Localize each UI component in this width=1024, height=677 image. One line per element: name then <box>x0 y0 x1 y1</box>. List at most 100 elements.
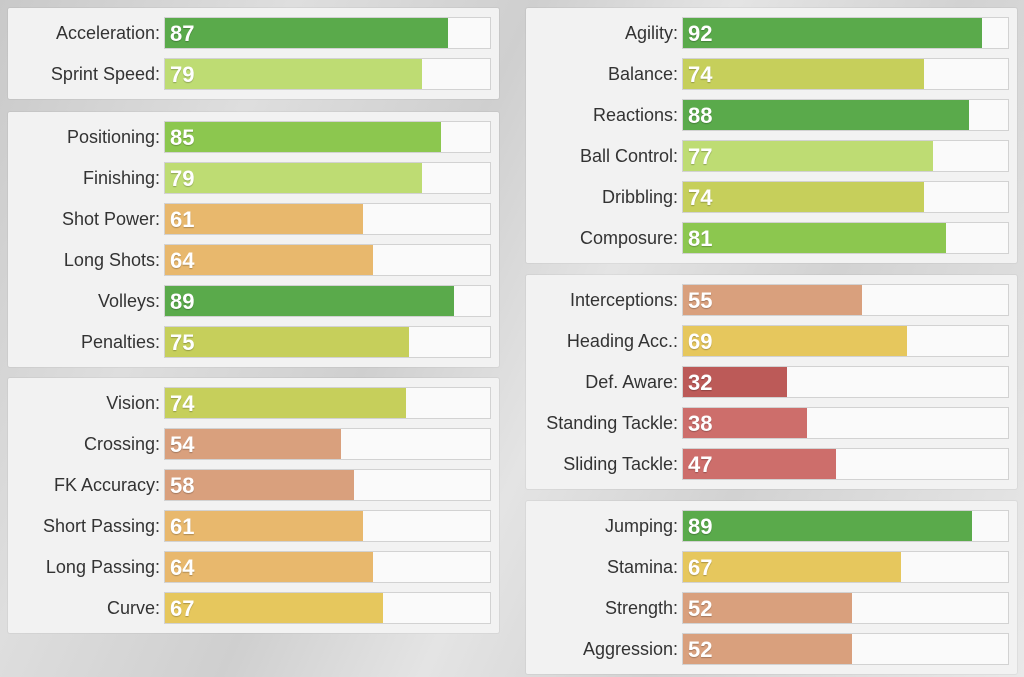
stat-value-interceptions: 55 <box>688 288 713 313</box>
stat-label-sprint-speed: Sprint Speed: <box>50 64 160 84</box>
stat-bar-fill-agility <box>683 18 982 48</box>
stat-bar-interceptions: 55 <box>682 284 1009 316</box>
stat-bar-curve: 67 <box>164 592 491 624</box>
stat-bar-reactions: 88 <box>682 99 1009 131</box>
stat-bar-penalties: 75 <box>164 326 491 358</box>
left-stats-panel-2: Positioning: 85 Finishing: 79 Shot Power: 61 L… <box>8 112 499 367</box>
stat-label-acceleration: Acceleration: <box>55 23 160 43</box>
stat-value-finishing: 79 <box>170 166 195 191</box>
stat-label-agility: Agility: <box>624 23 678 43</box>
stat-bar-balance: 74 <box>682 58 1009 90</box>
stat-bar-jumping: 89 <box>682 510 1009 542</box>
stat-label-finishing: Finishing: <box>82 168 160 188</box>
stat-bar-fill-penalties <box>165 327 409 357</box>
stat-label-aggression: Aggression: <box>582 639 678 659</box>
stat-label-shot-power: Shot Power: <box>61 209 160 229</box>
stat-label-sliding-tackle: Sliding Tackle: <box>563 454 678 474</box>
stat-bar-short-passing: 61 <box>164 510 491 542</box>
stat-value-heading-acc: 69 <box>688 329 713 354</box>
stat-value-ball-control: 77 <box>688 144 713 169</box>
stat-bar-fill-vision <box>165 388 406 418</box>
stat-bar-fill-sliding-tackle <box>683 449 836 479</box>
stat-label-standing-tackle: Standing Tackle: <box>546 413 678 433</box>
stat-bar-fill-strength <box>683 593 852 623</box>
stat-label-heading-acc: Heading Acc.: <box>566 331 678 351</box>
stat-value-jumping: 89 <box>688 514 713 539</box>
stat-bar-fill-heading-acc <box>683 326 908 356</box>
stat-label-positioning: Positioning: <box>66 127 160 147</box>
stat-value-aggression: 52 <box>688 637 713 662</box>
stat-bar-fill-long-shots <box>165 245 373 275</box>
stat-value-sliding-tackle: 47 <box>688 452 713 477</box>
stat-label-volleys: Volleys: <box>97 291 160 311</box>
left-stats-panel-1: Acceleration: 87 Sprint Speed: 79 <box>8 8 499 99</box>
stat-bar-fill-long-passing <box>165 552 373 582</box>
stat-value-dribbling: 74 <box>688 185 713 210</box>
stat-bar-fill-crossing <box>165 429 341 459</box>
stat-bar-fill-acceleration <box>165 18 448 48</box>
stat-label-dribbling: Dribbling: <box>601 187 678 207</box>
stat-bar-volleys: 89 <box>164 285 491 317</box>
stat-bar-stamina: 67 <box>682 551 1009 583</box>
stat-bar-positioning: 85 <box>164 121 491 153</box>
stat-bar-fill-stamina <box>683 552 901 582</box>
stat-value-strength: 52 <box>688 596 713 621</box>
stat-bar-dribbling: 74 <box>682 181 1009 213</box>
stat-value-crossing: 54 <box>170 432 195 457</box>
stat-bar-fill-def-aware <box>683 367 787 397</box>
stat-bar-long-passing: 64 <box>164 551 491 583</box>
stat-bar-vision: 74 <box>164 387 491 419</box>
left-stats-panel-3: Vision: 74 Crossing: 54 FK Accuracy: 58 Short … <box>8 378 499 633</box>
stat-bar-fill-balance <box>683 59 924 89</box>
stat-bar-fill-short-passing <box>165 511 364 541</box>
stat-bar-fill-standing-tackle <box>683 408 807 438</box>
stat-value-balance: 74 <box>688 62 713 87</box>
stat-label-interceptions: Interceptions: <box>569 290 678 310</box>
stat-value-long-shots: 64 <box>170 248 195 273</box>
stat-bar-fill-composure <box>683 223 947 253</box>
stat-value-acceleration: 87 <box>170 21 195 46</box>
stat-bar-def-aware: 32 <box>682 366 1009 398</box>
stat-value-vision: 74 <box>170 391 195 416</box>
stat-label-short-passing: Short Passing: <box>42 516 160 536</box>
stat-value-composure: 81 <box>688 226 713 251</box>
stat-bar-fill-interceptions <box>683 285 862 315</box>
stat-value-stamina: 67 <box>688 555 713 580</box>
stat-value-long-passing: 64 <box>170 555 195 580</box>
stat-bar-sprint-speed: 79 <box>164 58 491 90</box>
stat-bar-agility: 92 <box>682 17 1009 49</box>
stat-value-agility: 92 <box>688 21 713 46</box>
stat-label-long-passing: Long Passing: <box>45 557 160 577</box>
stat-bar-fill-reactions <box>683 100 969 130</box>
stat-bar-standing-tackle: 38 <box>682 407 1009 439</box>
stat-label-composure: Composure: <box>579 228 678 248</box>
stat-value-sprint-speed: 79 <box>170 62 195 87</box>
stat-bar-fill-sprint-speed <box>165 59 422 89</box>
stat-bar-fill-volleys <box>165 286 455 316</box>
stat-bar-fill-aggression <box>683 634 852 664</box>
stat-label-stamina: Stamina: <box>606 557 678 577</box>
stat-bar-strength: 52 <box>682 592 1009 624</box>
stat-label-def-aware: Def. Aware: <box>585 372 678 392</box>
stat-value-volleys: 89 <box>170 289 195 314</box>
stat-bar-crossing: 54 <box>164 428 491 460</box>
stat-bar-aggression: 52 <box>682 633 1009 665</box>
stat-label-jumping: Jumping: <box>604 516 678 536</box>
stat-value-penalties: 75 <box>170 330 195 355</box>
stat-label-ball-control: Ball Control: <box>579 146 678 166</box>
stat-bar-fk-accuracy: 58 <box>164 469 491 501</box>
stat-label-long-shots: Long Shots: <box>63 250 160 270</box>
stat-bar-fill-finishing <box>165 163 422 193</box>
stat-bar-fill-jumping <box>683 511 973 541</box>
stat-value-reactions: 88 <box>688 103 713 128</box>
stat-label-balance: Balance: <box>607 64 678 84</box>
stat-bar-sliding-tackle: 47 <box>682 448 1009 480</box>
right-stats-panel-1: Agility: 92 Balance: 74 Reactions: 88 Ball Con… <box>526 8 1017 263</box>
stat-bar-ball-control: 77 <box>682 140 1009 172</box>
stat-value-shot-power: 61 <box>170 207 195 232</box>
stat-label-reactions: Reactions: <box>592 105 678 125</box>
stat-value-curve: 67 <box>170 596 195 621</box>
stat-label-fk-accuracy: FK Accuracy: <box>53 475 160 495</box>
stat-bar-heading-acc: 69 <box>682 325 1009 357</box>
stat-label-crossing: Crossing: <box>83 434 160 454</box>
